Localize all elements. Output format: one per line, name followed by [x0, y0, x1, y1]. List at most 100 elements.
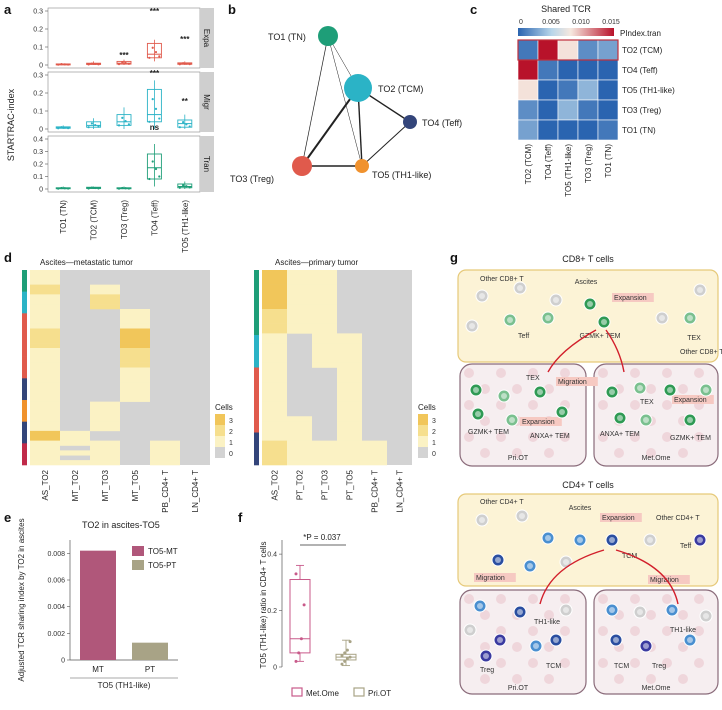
panel-c: c Shared TCR 0 0.005 0.010 0.015PIndex.tran… [470, 2, 675, 197]
heatmap-cell [312, 284, 337, 290]
heatmap-cell [120, 343, 150, 349]
heatmap-cell [120, 391, 150, 398]
heatmap-cell [60, 440, 90, 446]
tissue-cell [560, 432, 570, 442]
heatmap-cell [287, 435, 312, 441]
heatmap-cell [312, 450, 337, 456]
data-point [97, 125, 100, 128]
legend-swatch [132, 560, 144, 570]
cd8-metastatic-omentum: TEX Expansion ANXA+ TEM GZMK+ TEM Met.Ome [593, 363, 719, 467]
data-point [148, 56, 151, 59]
heatmap-cell [337, 387, 362, 393]
tissue-cell [598, 594, 608, 604]
legend-label: 2 [432, 429, 436, 436]
data-point [340, 662, 344, 666]
heatmap-cell [577, 99, 599, 121]
migration-label-2-bg [648, 575, 690, 584]
x-tick-label: TO5 (TH1-like) [181, 200, 190, 253]
panel-label-g: g [450, 250, 458, 265]
heatmap-cell [30, 304, 60, 310]
heatmap-cell [517, 99, 539, 121]
cell-nucleus [527, 563, 533, 569]
heatmap-cell [120, 357, 150, 363]
cell-nucleus [647, 537, 653, 543]
network-node [403, 115, 417, 129]
heatmap-cell [30, 309, 60, 315]
box [116, 114, 132, 126]
heatmap-row-label: TO3 (Treg) [622, 106, 661, 115]
data-point [345, 657, 349, 661]
tcm-label-met: TCM [614, 663, 629, 670]
heatmap-cell [312, 348, 337, 354]
heatmap-cell [312, 279, 337, 285]
cd4-title: CD4+ T cells [562, 480, 614, 490]
data-point [127, 123, 130, 126]
data-point [97, 187, 100, 190]
heatmap-col-label: TO4 (Teff) [544, 144, 553, 180]
heatmap-cell [557, 99, 579, 121]
data-point [94, 186, 97, 190]
heatmap-cell [337, 352, 362, 359]
cell-nucleus [479, 293, 485, 299]
heatmap-cell [312, 440, 337, 446]
tissue-cell [678, 448, 688, 458]
heatmap-col-label: PB_CD4+ T [161, 470, 170, 513]
th1-label-pri: TH1-like [534, 619, 560, 626]
cell-nucleus [697, 287, 703, 293]
heatmap-title: Shared TCR [541, 4, 591, 14]
cell-nucleus [563, 607, 569, 613]
data-point [185, 185, 188, 188]
legend-label: 3 [432, 418, 436, 425]
heatmap-cell [262, 460, 287, 466]
pri-label: Pri.OT [508, 455, 529, 462]
heatmap-cell [312, 309, 337, 315]
tissue-cell [598, 368, 608, 378]
data-point [348, 655, 352, 659]
facet-strip-label: Expa [202, 29, 211, 48]
network-edge [301, 87, 359, 167]
tissue-cell [694, 626, 704, 636]
heatmap-cell [337, 382, 362, 388]
heatmap-cell [30, 357, 60, 363]
heatmap-cell [287, 430, 312, 437]
tissue-cell [512, 674, 522, 684]
migration-label: Migration [476, 575, 505, 582]
heatmap-cell [262, 387, 287, 393]
highlight-row [517, 39, 619, 61]
tissue-cell [646, 448, 656, 458]
tissue-cell [464, 400, 474, 410]
heatmap-cell [30, 299, 60, 305]
cd4-ascites: Other CD4+ T Ascites Expansion Other CD4+ T… [457, 493, 719, 587]
cell-nucleus [637, 385, 643, 391]
cell-nucleus [553, 637, 559, 643]
heatmap-cell [120, 338, 150, 344]
heatmap-cell [262, 396, 287, 402]
box [146, 42, 162, 59]
heatmap-cell [287, 289, 312, 295]
group-sidebar [254, 335, 259, 368]
panel-e: e TO2 in ascites-TO5 Adjusted TCR sharin… [4, 510, 178, 690]
heatmap-cell [262, 391, 287, 398]
tcm-label: TCM [622, 553, 637, 560]
heatmap-cell [262, 401, 287, 407]
heatmap-cell [90, 421, 120, 427]
data-point [340, 654, 344, 658]
tissue-cell [662, 368, 672, 378]
y-tick-label: 0.004 [47, 604, 65, 611]
heatmap-cell [517, 79, 539, 101]
migration-arrow [539, 549, 605, 605]
tissue-cell [598, 658, 608, 668]
data-point [57, 187, 60, 190]
heatmap-cell [312, 338, 337, 344]
y-tick-label: 0.1 [33, 109, 43, 116]
heatmap-cell [262, 333, 287, 339]
heatmap-left: AS_TO2 MT_TO2 MT_TO3 MT_TO5 PB_CD4+ T LN_CD4+… [22, 270, 210, 513]
data-point [345, 648, 349, 652]
cell-nucleus [577, 537, 583, 543]
y-tick-label: 0 [39, 63, 43, 70]
heatmap-cell [120, 367, 150, 373]
heatmap-cell [262, 377, 287, 383]
cell-nucleus [473, 387, 479, 393]
